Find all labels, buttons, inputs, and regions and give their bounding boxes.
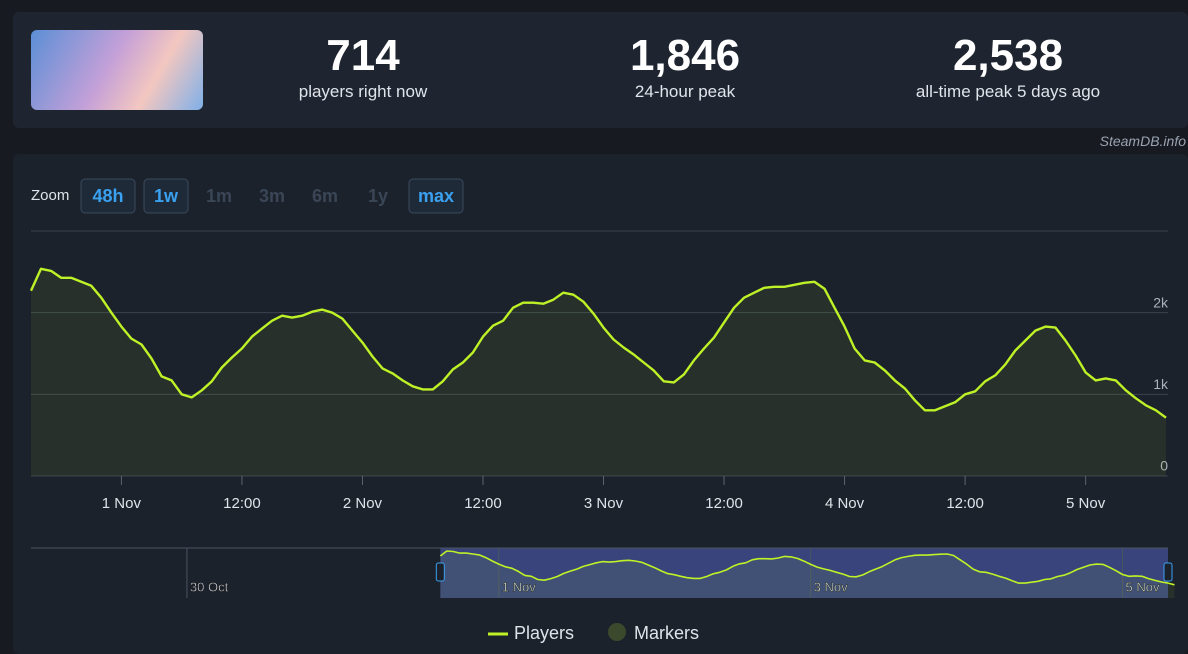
- x-tick-label: 12:00: [946, 495, 984, 512]
- navigator-handle[interactable]: [435, 562, 445, 582]
- zoom-button[interactable]: [143, 178, 189, 214]
- navigator-tick-label: 30 Oct: [190, 579, 229, 594]
- x-tick-label: 12:00: [705, 495, 743, 512]
- x-tick-label: 12:00: [223, 495, 261, 512]
- zoom-button-label: 1m: [206, 186, 232, 206]
- series-area: [31, 268, 1166, 476]
- x-tick-label: 1 Nov: [102, 495, 142, 512]
- stat-value: 2,538: [952, 31, 1064, 80]
- zoom-button[interactable]: [80, 178, 136, 214]
- y-tick-label: 2k: [1153, 294, 1169, 310]
- x-tick-label: 3 Nov: [584, 495, 624, 512]
- zoom-button-label: 6m: [312, 186, 338, 206]
- legend-swatch: [608, 623, 626, 641]
- navigator-series-area: [440, 551, 1175, 598]
- zoom-button-label: 3m: [259, 186, 285, 206]
- navigator-handle[interactable]: [1163, 562, 1173, 582]
- stat-value: 714: [326, 31, 400, 80]
- zoom-button-label: 1y: [368, 186, 388, 206]
- stat-value: 1,846: [629, 31, 741, 80]
- y-tick-label: 1k: [1153, 376, 1169, 392]
- stat-label: 24-hour peak: [634, 82, 736, 101]
- navigator-series-line: [439, 550, 1175, 586]
- x-tick-label: 12:00: [464, 495, 502, 512]
- x-tick-label: 4 Nov: [825, 495, 865, 512]
- navigator-tick-label: 1 Nov: [502, 579, 536, 594]
- navigator-tick-label: 3 Nov: [814, 579, 848, 594]
- zoom-button-label[interactable]: 48h: [92, 186, 123, 206]
- x-tick-label: 2 Nov: [343, 495, 383, 512]
- stat-label: all-time peak 5 days ago: [915, 82, 1101, 101]
- zoom-label: Zoom: [31, 187, 69, 204]
- stat: 1,846 24-hour peak: [555, 30, 815, 102]
- watermark[interactable]: SteamDB.info: [1099, 133, 1186, 149]
- zoom-button[interactable]: [408, 178, 464, 214]
- zoom-button-label[interactable]: max: [418, 186, 454, 206]
- stat-label: players right now: [298, 82, 428, 101]
- stats-panel: [13, 12, 1188, 128]
- navigator-selection: [440, 548, 1168, 598]
- series-line: [29, 267, 1167, 419]
- stat: 714 players right now: [233, 30, 493, 102]
- navigator-tick-label: 5 Nov: [1126, 579, 1160, 594]
- stat: 2,538 all-time peak 5 days ago: [878, 30, 1138, 102]
- zoom-button-label[interactable]: 1w: [154, 186, 179, 206]
- legend-label[interactable]: Players: [514, 623, 574, 643]
- game-thumbnail[interactable]: [31, 30, 203, 110]
- x-tick-label: 5 Nov: [1066, 495, 1106, 512]
- y-tick-label: 0: [1160, 458, 1168, 474]
- legend-label[interactable]: Markers: [634, 623, 699, 643]
